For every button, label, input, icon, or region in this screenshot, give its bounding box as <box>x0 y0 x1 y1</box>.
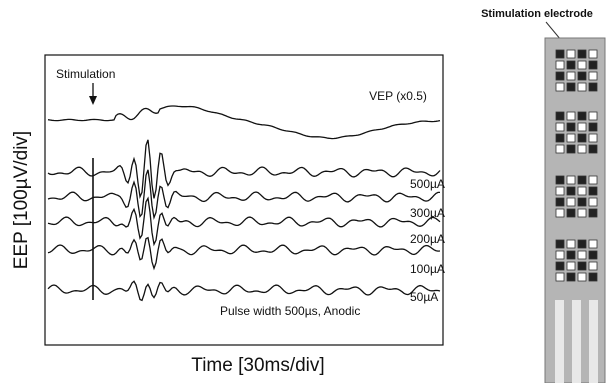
pad <box>567 50 575 58</box>
pad <box>567 251 575 259</box>
pad <box>556 176 564 184</box>
pad <box>578 123 586 131</box>
pad <box>578 176 586 184</box>
pad <box>556 134 564 142</box>
pad <box>567 262 575 270</box>
pad <box>578 72 586 80</box>
pad <box>556 209 564 217</box>
pad <box>578 187 586 195</box>
trace-label: 100µA <box>410 262 445 276</box>
pad <box>567 145 575 153</box>
pad <box>556 251 564 259</box>
pad <box>556 273 564 281</box>
pad <box>556 187 564 195</box>
pad <box>556 123 564 131</box>
pad <box>578 262 586 270</box>
pad <box>556 240 564 248</box>
pad <box>556 72 564 80</box>
pad <box>567 134 575 142</box>
pad <box>567 187 575 195</box>
pad <box>578 273 586 281</box>
pad <box>567 83 575 91</box>
pad <box>578 112 586 120</box>
pad <box>567 273 575 281</box>
pad <box>567 176 575 184</box>
electrode-lead <box>555 300 564 383</box>
pad <box>578 145 586 153</box>
figure: EEP [100µV/div] Time [30ms/div] Stimulat… <box>0 0 610 383</box>
pad <box>589 50 597 58</box>
electrode <box>545 38 605 383</box>
pad <box>567 240 575 248</box>
pad <box>556 198 564 206</box>
pad <box>589 134 597 142</box>
pad <box>556 262 564 270</box>
pad <box>589 251 597 259</box>
pad <box>589 176 597 184</box>
pad <box>589 273 597 281</box>
pad <box>556 145 564 153</box>
trace <box>48 198 440 244</box>
pad <box>589 83 597 91</box>
pad <box>578 61 586 69</box>
pad <box>578 83 586 91</box>
pad <box>589 145 597 153</box>
pad <box>567 112 575 120</box>
pad <box>589 209 597 217</box>
trace-label: VEP (x0.5) <box>369 89 427 103</box>
arrow-head <box>89 96 97 105</box>
trace <box>48 281 440 300</box>
trace <box>48 238 440 269</box>
x-axis-label: Time [30ms/div] <box>191 355 324 376</box>
pad <box>556 61 564 69</box>
pad <box>578 50 586 58</box>
electrode-lead <box>589 300 598 383</box>
trace <box>48 140 440 199</box>
pad <box>589 187 597 195</box>
pad <box>567 198 575 206</box>
trace-label: 500µA <box>410 177 445 191</box>
pad <box>589 262 597 270</box>
pad <box>589 198 597 206</box>
y-axis-label: EEP [100µV/div] <box>11 131 32 269</box>
pad <box>578 209 586 217</box>
pad <box>567 72 575 80</box>
trace <box>48 170 440 218</box>
pad <box>589 72 597 80</box>
pad <box>589 240 597 248</box>
trace-label: 50µA <box>410 290 438 304</box>
pad <box>556 83 564 91</box>
trace-label: 300µA <box>410 206 445 220</box>
pad <box>578 240 586 248</box>
pad <box>567 209 575 217</box>
note: Pulse width 500µs, Anodic <box>220 304 360 318</box>
pad <box>578 134 586 142</box>
pad <box>556 50 564 58</box>
pad <box>589 61 597 69</box>
pad <box>578 198 586 206</box>
pad <box>567 61 575 69</box>
trace <box>48 106 440 139</box>
pad <box>556 112 564 120</box>
pad <box>589 112 597 120</box>
pad <box>567 123 575 131</box>
pad <box>589 123 597 131</box>
traces: VEP (x0.5) 500µA 300µA 200µA 100µA 50µA <box>48 89 445 304</box>
electrode-label: Stimulation electrode <box>481 8 593 20</box>
stimulation-label: Stimulation <box>56 67 115 81</box>
electrode-lead <box>572 300 581 383</box>
pad <box>578 251 586 259</box>
trace-label: 200µA <box>410 232 445 246</box>
